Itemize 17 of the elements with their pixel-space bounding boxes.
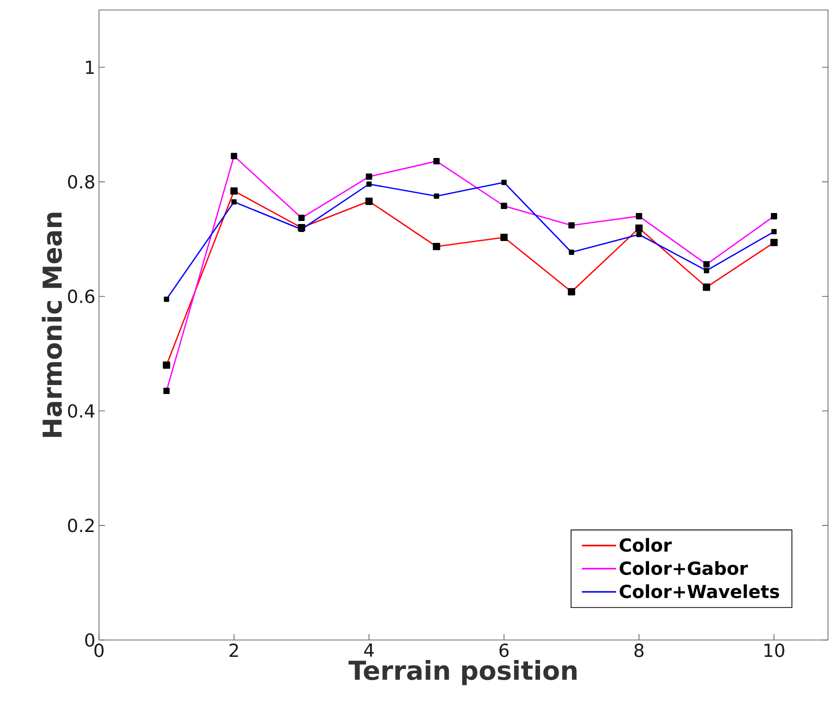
y-tick-label: 1: [86, 60, 94, 74]
x-tick-label: 2: [230, 644, 238, 657]
y-axis-title: Harmonic Mean: [42, 212, 62, 437]
x-tick-label: 10: [764, 644, 784, 658]
y-tick-label: 0.6: [68, 290, 94, 304]
y-tick-label: 0.2: [68, 518, 94, 532]
x-tick-label: 4: [364, 644, 374, 657]
legend-label: Color+Wavelets: [620, 584, 780, 598]
y-tick-label: 0.8: [68, 175, 94, 189]
x-axis-title: Terrain position: [348, 660, 577, 686]
x-tick-label: 8: [634, 644, 644, 658]
y-tick-label: 0: [85, 633, 94, 647]
legend-label: Color+Gabor: [620, 561, 748, 576]
legend-label: Color: [620, 538, 672, 552]
x-tick-label: 6: [500, 644, 509, 658]
x-tick-label: 0: [94, 644, 104, 658]
y-tick-label: 0.4: [68, 404, 94, 418]
